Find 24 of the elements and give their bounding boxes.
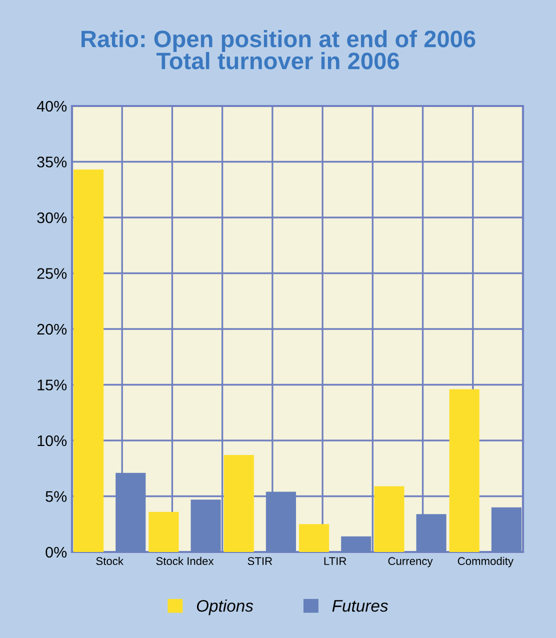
y-tick-label: 30% <box>37 212 67 224</box>
x-tick-label: STIR <box>248 557 272 566</box>
y-tick-label: 15% <box>38 380 67 390</box>
bar <box>374 486 404 552</box>
bar <box>224 454 254 552</box>
y-tick-label: 20% <box>37 324 67 335</box>
chart-title: Ratio: Open position at end of 2006 Total turnover in 2006 <box>82 30 476 70</box>
y-tick-label: 0% <box>46 546 67 558</box>
legend-label: Futures <box>332 600 388 612</box>
x-tick-label: Stock Index <box>156 556 214 566</box>
x-tick-label: Commodity <box>458 556 514 568</box>
bar <box>449 389 480 552</box>
bar <box>74 170 104 552</box>
y-tick-label: 5% <box>46 491 67 502</box>
x-tick-label: Currency <box>388 557 433 568</box>
y-tick-label: 40% <box>36 100 67 112</box>
y-tick-label: 35% <box>37 156 67 168</box>
y-tick-label: 10% <box>38 435 67 446</box>
y-tick-label: 25% <box>37 268 67 279</box>
x-tick-label: LTIR <box>324 557 346 565</box>
bar <box>148 512 179 552</box>
x-tick-label: Stock <box>96 556 124 566</box>
legend-label: Options <box>196 600 254 616</box>
bar <box>299 524 330 552</box>
